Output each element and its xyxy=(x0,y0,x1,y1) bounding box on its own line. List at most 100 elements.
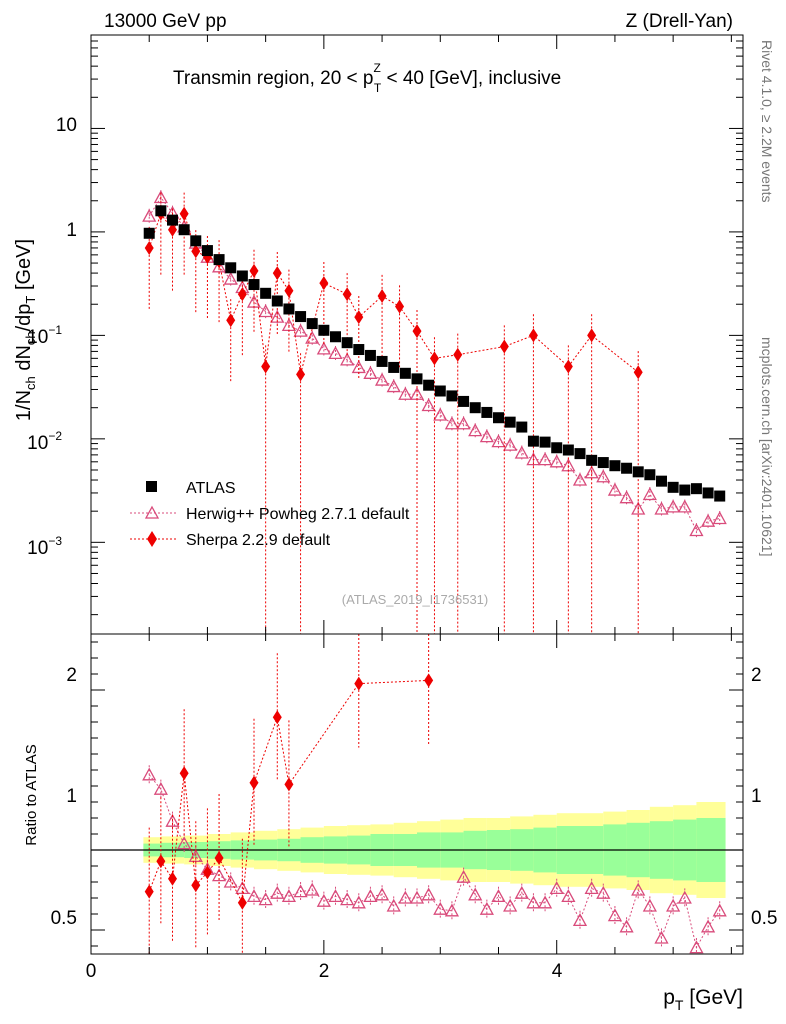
ratio-y-tick-2-left: 2 xyxy=(66,665,77,686)
herwig-point xyxy=(689,523,704,537)
legend-label-sherpa: Sherpa 2.2.9 default xyxy=(186,532,331,549)
ratio-sherpa-point xyxy=(424,673,434,688)
sherpa-point xyxy=(249,263,259,278)
herwig-point xyxy=(596,469,611,483)
ratio-herwig-point xyxy=(433,901,448,915)
atlas-point xyxy=(155,205,167,217)
ratio-herwig-point xyxy=(491,889,506,903)
header-right: Z (Drell-Yan) xyxy=(626,11,733,32)
sherpa-point xyxy=(429,351,439,366)
atlas-point xyxy=(353,344,365,356)
legend-marker-herwig xyxy=(144,505,160,519)
atlas-point xyxy=(260,287,272,299)
ratio-herwig-point xyxy=(409,890,425,904)
atlas-point xyxy=(446,390,458,402)
ratio-herwig-point xyxy=(642,898,657,912)
ratio-herwig-point xyxy=(537,895,553,909)
ratio-herwig-point xyxy=(316,893,331,907)
herwig-point xyxy=(654,501,669,515)
atlas-point xyxy=(236,270,248,282)
herwig-point xyxy=(572,472,588,486)
x-tick-label-4: 4 xyxy=(552,961,563,982)
header-left: 13000 GeV pp xyxy=(104,11,227,32)
ratio-herwig-point xyxy=(677,890,692,904)
atlas-point xyxy=(562,444,574,456)
herwig-point xyxy=(270,309,285,323)
atlas-point xyxy=(434,385,446,397)
atlas-point xyxy=(504,416,516,428)
atlas-point xyxy=(341,337,353,349)
ratio-y-tick-05-right: 0.5 xyxy=(751,908,777,929)
ratio-herwig-point xyxy=(270,885,285,899)
atlas-point xyxy=(667,481,679,493)
sherpa-point xyxy=(296,367,306,382)
y-tick-label-1e-1: 10−1 xyxy=(27,323,62,348)
ratio-herwig-point xyxy=(293,884,308,898)
atlas-point xyxy=(283,303,295,315)
main-panel-marks xyxy=(142,190,727,634)
herwig-point xyxy=(700,513,716,527)
x-axis-label: pT [GeV] xyxy=(663,986,743,1013)
herwig-point xyxy=(293,323,308,337)
ratio-herwig-point xyxy=(479,901,494,915)
ratio-herwig-point xyxy=(456,869,471,883)
ratio-herwig-point xyxy=(689,940,704,954)
ratio-panel-frame xyxy=(90,633,744,955)
herwig-point xyxy=(677,499,692,513)
herwig-point xyxy=(468,423,483,437)
sherpa-point xyxy=(168,222,177,237)
atlas-point xyxy=(271,295,283,307)
ratio-herwig-point xyxy=(712,903,727,917)
sherpa-point xyxy=(395,299,405,314)
sherpa-point xyxy=(412,324,422,339)
legend-marker-sherpa xyxy=(147,531,157,547)
herwig-point xyxy=(363,365,378,379)
atlas-point xyxy=(376,355,388,367)
ratio-herwig-point xyxy=(572,913,588,927)
ratio-herwig-point xyxy=(549,881,564,895)
ratio-herwig-point xyxy=(142,767,157,781)
ratio-y-tick-2-right: 2 xyxy=(751,665,762,686)
herwig-point xyxy=(607,482,623,496)
herwig-point xyxy=(642,487,657,501)
herwig-point xyxy=(444,416,460,430)
herwig-point xyxy=(305,330,320,344)
herwig-point xyxy=(491,434,506,448)
herwig-point xyxy=(712,511,727,525)
sherpa-point xyxy=(342,287,352,302)
atlas-point xyxy=(225,262,237,274)
legend: ATLAS Herwig++ Powheg 2.7.1 default Sher… xyxy=(130,480,410,549)
sherpa-point xyxy=(377,289,387,304)
herwig-point xyxy=(351,360,366,374)
herwig-point xyxy=(514,445,529,459)
ratio-herwig-point xyxy=(165,813,180,827)
herwig-point xyxy=(526,452,541,466)
ratio-herwig-point xyxy=(444,903,460,917)
herwig-point xyxy=(328,346,343,360)
herwig-point xyxy=(537,452,553,466)
atlas-point xyxy=(481,406,493,418)
atlas-point xyxy=(213,254,225,266)
sherpa-point xyxy=(261,359,271,374)
atlas-point xyxy=(167,214,178,226)
ratio-herwig-point xyxy=(153,781,168,795)
sherpa-point xyxy=(319,276,329,291)
herwig-point xyxy=(433,407,448,421)
sherpa-point xyxy=(633,365,643,380)
atlas-point xyxy=(190,235,202,247)
herwig-point xyxy=(666,499,681,513)
ratio-herwig-point xyxy=(258,892,273,906)
atlas-point xyxy=(178,224,190,236)
y-tick-label-10: 10 xyxy=(56,115,77,136)
atlas-point xyxy=(551,442,563,454)
atlas-point xyxy=(586,454,598,466)
ratio-herwig-point xyxy=(246,889,262,903)
ratio-sherpa-point xyxy=(237,895,247,910)
ratio-herwig-point xyxy=(305,882,320,896)
atlas-point xyxy=(318,324,330,336)
herwig-point xyxy=(398,386,413,400)
sherpa-line xyxy=(148,212,639,375)
atlas-point xyxy=(656,475,667,487)
sherpa-point xyxy=(528,328,538,343)
